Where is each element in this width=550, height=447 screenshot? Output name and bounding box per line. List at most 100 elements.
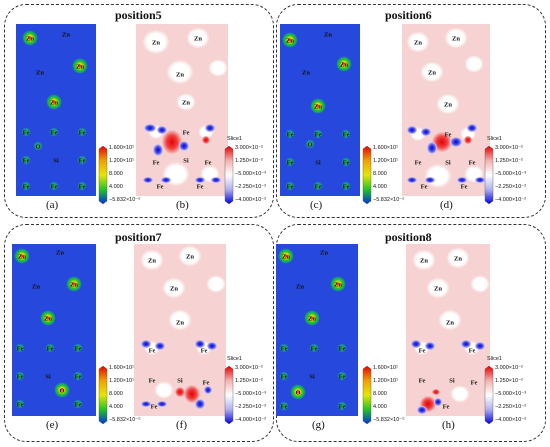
colorbar-gradient [224,366,234,424]
colorbar-tick-label: 3.000×10⁻² [235,145,263,151]
charge-depletion-lobe [461,340,471,348]
colorbar-tick-label: −5.832×10⁻⁵ [373,197,405,203]
atom-label-o: O [295,390,300,397]
atom-label-zn: Zn [26,36,34,43]
colorbar-tick-label: −2.250×10⁻² [235,404,267,410]
atom-spot [285,129,295,139]
atom-label-fe: Fe [343,160,350,167]
atom-label-zn: Zn [324,32,332,39]
atom-label-zn: Zn [176,72,184,79]
colorbar-tick-label: 8.000 [373,391,387,397]
atom-label-zn: Zn [18,254,26,261]
atom-label-fe: Fe [287,132,294,139]
charge-depletion-lobe [157,401,167,407]
atom-label-zn: Zn [296,284,304,291]
colorbar-tick-label: −5.000×10⁻³ [235,171,267,177]
atom-label-zn: Zn [186,254,194,261]
charge-depletion-lobe [407,126,417,134]
atom-spot [285,181,295,191]
atom-label-zn: Zn [152,40,160,47]
sublabel-g: (g) [312,419,325,431]
panel-title-position6: position6 [385,8,432,22]
difference-map-h: Zn Zn Zn Zn Fe Fe Fe Si Fe Fe [406,244,490,416]
atom-label-o: O [35,144,40,151]
atom-label-zn: Zn [314,104,322,111]
atom-label-zn: Zn [62,32,70,39]
atom-label-fe: Fe [443,404,450,411]
atom-spot [285,157,295,167]
atom-label-fe: Fe [197,184,204,191]
atom-spot [279,401,289,411]
sublabel-d: (d) [440,199,453,211]
atom-label-fe: Fe [445,132,452,139]
atom-label-zn: Zn [148,258,156,265]
atom-label-fe: Fe [419,348,426,355]
colorbar-gradient [484,366,494,424]
charge-depletion-lobe [207,342,217,350]
atom-label-fe: Fe [471,380,478,387]
colorbar-tick-label: 1.600×10¹ [373,365,398,371]
colorbar-tick-label: 1.600×10¹ [109,365,134,371]
atom-spot [304,310,320,326]
colorbar-tick-label: 4.000 [109,184,123,190]
atom-label-fe: Fe [23,184,30,191]
atom-label-zn: Zn [334,282,342,289]
colorbar-tick-label: 4.000 [373,404,387,410]
atom-label-fe: Fe [151,404,158,411]
charge-depletion-lobe [434,398,442,406]
atom-spot [309,343,319,353]
colorbar-tick-label: −4.000×10⁻² [495,417,527,423]
depletion-region [140,249,164,271]
density-map-a: Zn Zn Zn Zn Zn Fe Fe Fe O Fe Si Fe Fe Fe Fe [16,24,96,196]
atom-label-fe: Fe [461,184,468,191]
atom-label-fe: Fe [205,160,212,167]
atom-spot [337,371,347,381]
atom-label-fe: Fe [23,158,30,165]
density-map-c: Zn Zn Zn Zn Zn Fe Fe Fe O Fe Si Fe Fe Fe Fe [280,24,360,196]
atom-label-fe: Fe [75,402,82,409]
atom-label-fe: Fe [281,374,288,381]
colorbar-tick-label: 8.000 [109,171,123,177]
atom-label-zn: Zn [446,320,454,327]
sublabel-b: (b) [176,199,189,211]
colorbar-title: Slice1 [487,136,502,142]
atom-label-fe: Fe [79,184,86,191]
charge-accumulation-lobe [184,385,200,403]
panel-position5 [4,4,274,218]
atom-label-zn: Zn [302,70,310,77]
atom-label-fe: Fe [23,130,30,137]
depletion-region [444,27,468,49]
atom-spot [290,384,306,400]
colorbar-gradient [484,146,494,204]
panel-position7 [4,224,274,442]
charge-depletion-lobe [411,340,421,348]
atom-label-fe: Fe [47,346,54,353]
depletion-region [166,59,194,85]
atom-spot [310,98,326,114]
atom-label-zn: Zn [282,254,290,261]
atom-spot [313,129,323,139]
atom-spot [282,32,298,48]
depletion-region [206,275,226,293]
atom-label-zn: Zn [428,70,436,77]
colorbar-tick-label: 1.200×10¹ [373,158,398,164]
colorbar-tick-label: 1.200×10¹ [373,378,398,384]
atom-label-zn: Zn [320,250,328,257]
atom-spot [72,58,88,74]
charge-depletion-lobe [143,177,153,183]
sublabel-c: (c) [310,199,323,211]
charge-depletion-lobe [427,142,437,154]
difference-map-b: Zn Zn Zn Zn Fe Fe Si Fe Fe Fe [136,24,228,196]
atom-label-zn: Zn [452,36,460,43]
atom-spot [77,181,87,191]
atom-label-o: O [307,142,312,149]
atom-label-fe: Fe [79,158,86,165]
depletion-region [162,277,186,299]
colorbar-tick-label: 1.600×10¹ [109,145,134,151]
charge-depletion-lobe [141,401,151,407]
charge-depletion-lobe [417,406,427,414]
atom-label-zn: Zn [444,102,452,109]
charge-depletion-lobe [144,124,156,132]
atom-spot [341,157,351,167]
charge-depletion-lobe [195,399,205,409]
